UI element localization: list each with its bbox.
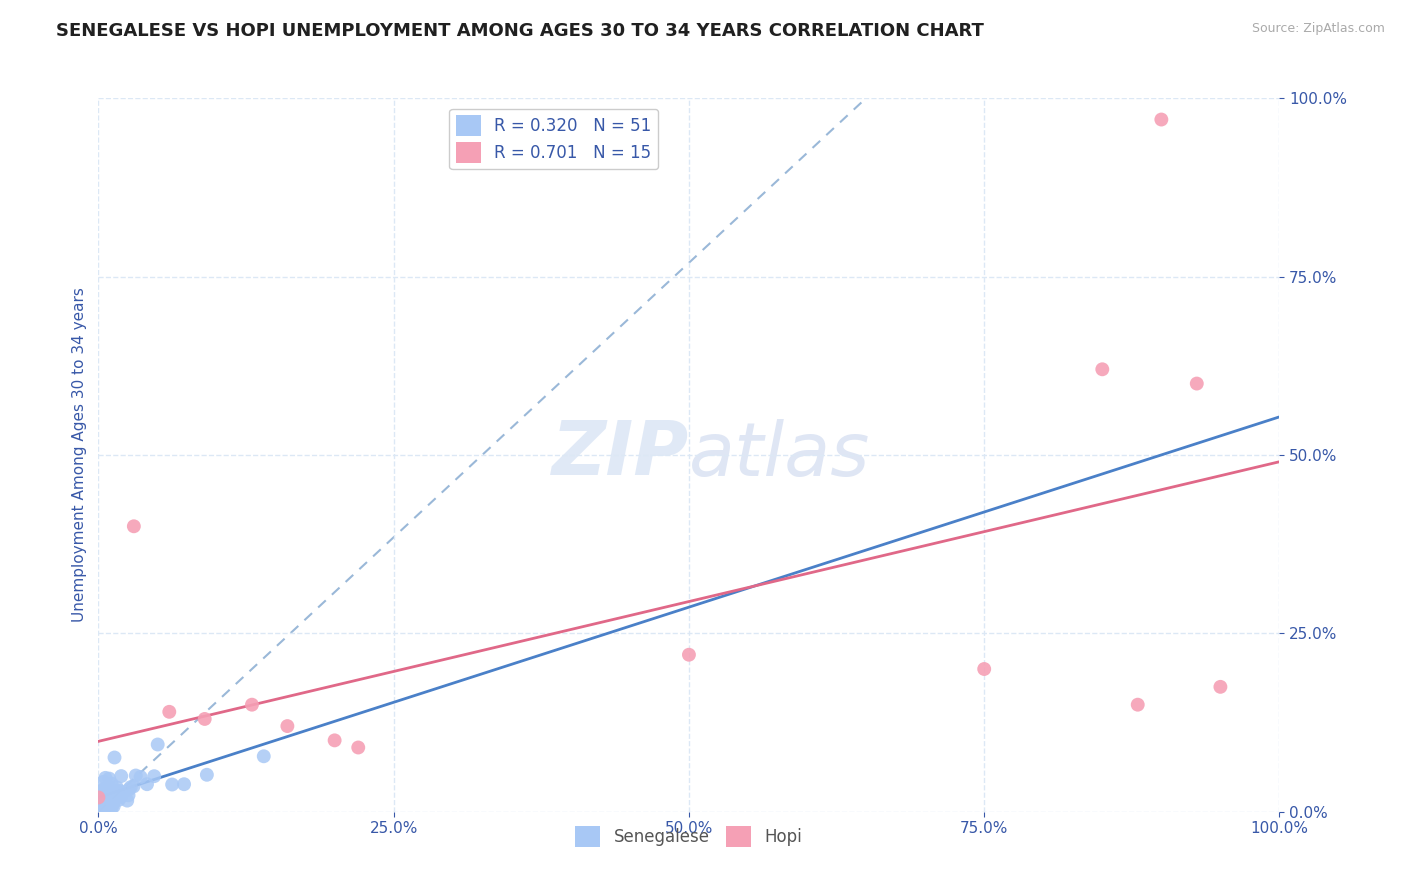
Point (195, 768, 218, 782)
Point (96, 793, 118, 807)
Point (97, 783, 120, 797)
Point (115, 794, 138, 808)
Point (87, 790, 110, 805)
Point (173, 777, 195, 791)
Point (104, 784, 127, 798)
Point (120, 780, 142, 794)
Point (101, 797, 124, 811)
Point (90, 784, 112, 798)
Point (323, 733, 346, 747)
Point (973, 662, 995, 676)
Point (347, 740, 370, 755)
Point (1126, 698, 1149, 712)
Point (101, 797, 124, 811)
Point (1091, 362, 1114, 376)
Point (103, 799, 125, 814)
Point (89, 787, 111, 801)
Point (122, 780, 145, 794)
Text: atlas: atlas (689, 419, 870, 491)
Point (129, 770, 152, 784)
Point (103, 750, 125, 764)
Point (110, 786, 132, 800)
Point (110, 769, 132, 783)
Point (103, 795, 125, 809)
Point (94, 800, 117, 814)
Point (89, 797, 111, 812)
Point (98, 772, 121, 786)
Point (136, 777, 159, 791)
Point (110, 789, 132, 804)
Point (91, 775, 114, 789)
Point (97, 789, 120, 804)
Point (89, 785, 111, 799)
Point (194, 712, 217, 726)
Legend: Senegalese, Hopi: Senegalese, Hopi (569, 820, 808, 854)
Point (98, 794, 121, 808)
Point (1150, 112, 1173, 127)
Point (89, 803, 111, 817)
Point (101, 800, 124, 814)
Point (678, 648, 700, 662)
Point (93, 782, 115, 797)
Point (89, 793, 111, 807)
Y-axis label: Unemployment Among Ages 30 to 34 years: Unemployment Among Ages 30 to 34 years (72, 287, 87, 623)
Point (1185, 376, 1208, 391)
Point (90, 803, 112, 817)
Text: Source: ZipAtlas.com: Source: ZipAtlas.com (1251, 22, 1385, 36)
Point (90, 799, 112, 814)
Point (143, 769, 166, 783)
Point (94, 771, 117, 785)
Point (100, 777, 122, 791)
Point (1209, 680, 1232, 694)
Point (146, 738, 169, 752)
Point (105, 780, 128, 795)
Point (93, 792, 115, 806)
Point (157, 705, 180, 719)
Point (91, 801, 114, 815)
Point (160, 778, 183, 792)
Point (117, 789, 139, 803)
Point (276, 719, 298, 733)
Text: SENEGALESE VS HOPI UNEMPLOYMENT AMONG AGES 30 TO 34 YEARS CORRELATION CHART: SENEGALESE VS HOPI UNEMPLOYMENT AMONG AG… (56, 22, 984, 40)
Point (108, 793, 131, 807)
Point (105, 789, 128, 803)
Point (125, 768, 148, 782)
Point (122, 519, 145, 533)
Text: ZIP: ZIP (551, 418, 689, 491)
Point (108, 784, 131, 798)
Point (118, 782, 141, 797)
Point (240, 698, 263, 712)
Point (90, 791, 112, 805)
Point (253, 749, 276, 764)
Point (89, 802, 111, 816)
Point (96, 798, 118, 813)
